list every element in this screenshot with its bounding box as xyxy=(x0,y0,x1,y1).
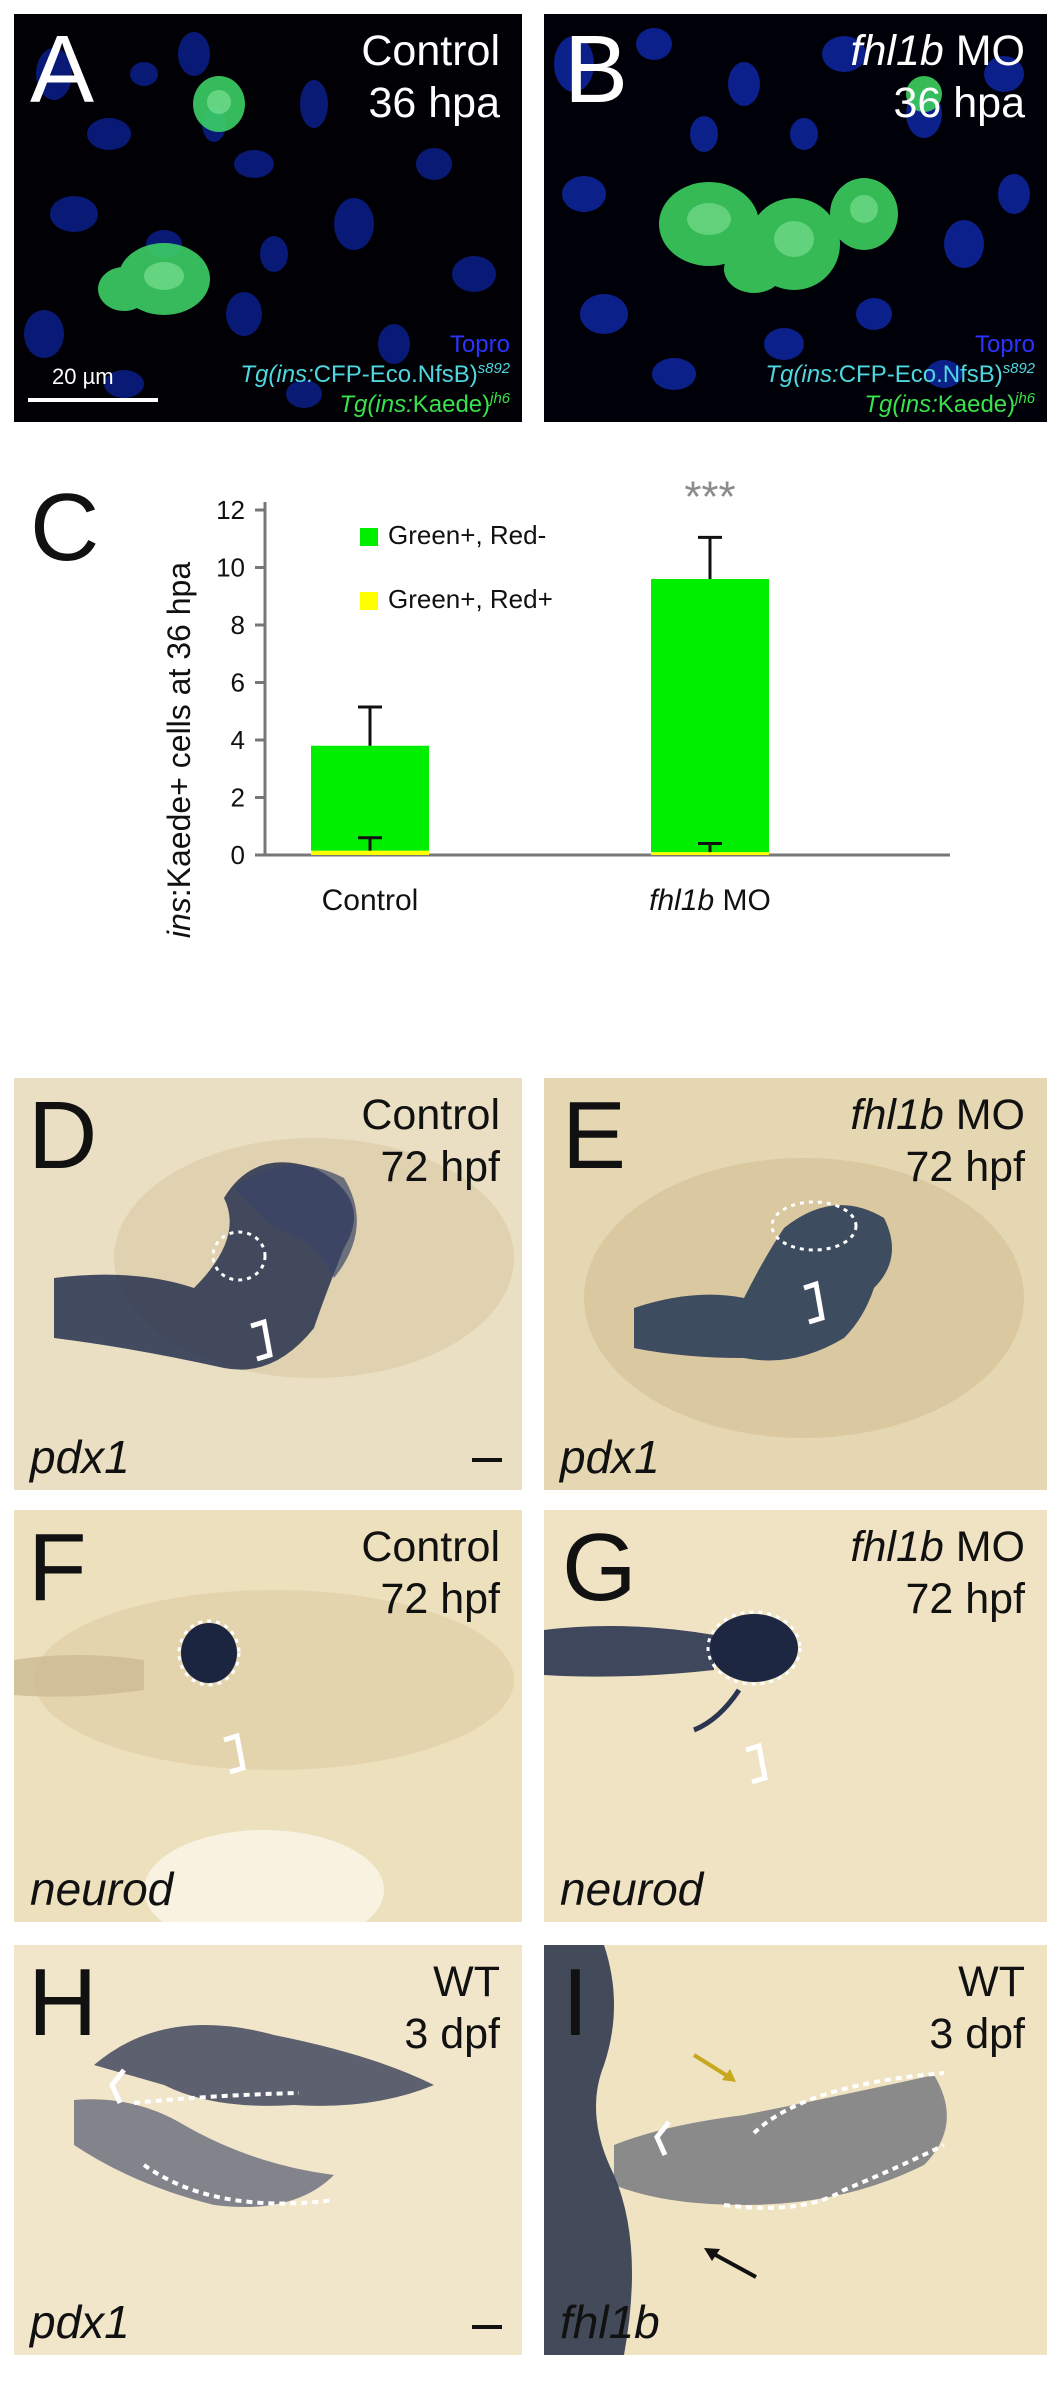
significance-markers: *** xyxy=(684,472,735,521)
panel-a: A Control 36 hpa 20 µm Topro Tg(ins:CFP-… xyxy=(14,14,522,422)
panel-letter: A xyxy=(30,16,95,123)
scale-bar xyxy=(472,2325,502,2329)
gene-label: pdx1 xyxy=(560,1431,660,1483)
panel-i: I WT 3 dpf fhl1b xyxy=(544,1945,1047,2355)
stain-legend: Topro Tg(ins:CFP-Eco.NfsB)s892 Tg(ins:Ka… xyxy=(765,331,1035,418)
panel-letter: D xyxy=(28,1082,98,1189)
condition-label: Control 72 hpf xyxy=(361,1523,500,1623)
panel-i-micrograph xyxy=(544,1945,1047,2355)
legend-entry: Green+, Red+ xyxy=(388,584,553,614)
bars xyxy=(311,579,769,855)
panel-letter: E xyxy=(562,1082,627,1189)
y-tick-label: 12 xyxy=(216,495,245,525)
panel-letter: H xyxy=(28,1949,98,2056)
gene-label: pdx1 xyxy=(30,1431,130,1483)
arrow-icon xyxy=(711,2251,757,2279)
y-tick-label: 8 xyxy=(231,610,245,640)
panel-e: E fhl1b MO 72 hpf pdx1 xyxy=(544,1078,1047,1490)
panel-g-micrograph xyxy=(544,1510,1047,1922)
x-tick-label: fhl1b MO xyxy=(649,884,771,917)
bar xyxy=(651,579,769,853)
gene-label: fhl1b xyxy=(560,2296,660,2348)
bar xyxy=(311,745,429,851)
y-tick-label: 4 xyxy=(231,725,245,755)
panel-e-micrograph xyxy=(544,1078,1047,1490)
panel-d-micrograph xyxy=(14,1078,522,1490)
y-tick-label: 2 xyxy=(231,783,245,813)
condition-label: WT 3 dpf xyxy=(929,1958,1025,2058)
y-axis-label: ins:Kaede+ cells at 36 hpa xyxy=(161,562,197,938)
x-tick-label: Control xyxy=(322,884,419,917)
condition-label: WT 3 dpf xyxy=(404,1958,500,2058)
legend: Green+, Red- Green+, Red+ xyxy=(360,520,553,614)
panel-letter: F xyxy=(28,1514,87,1621)
panel-letter: C xyxy=(30,474,99,581)
panel-c-bar-chart: C ins:Kaede+ cells at 36 hpa 0 2 4 6 8 10 12 G… xyxy=(30,472,950,938)
panel-g: G fhl1b MO 72 hpf neurod xyxy=(544,1510,1047,1922)
y-tick-label: 0 xyxy=(231,840,245,870)
panel-a-micrograph xyxy=(14,14,522,422)
scale-bar xyxy=(28,398,158,402)
significance-marker: *** xyxy=(684,472,735,521)
panel-letter: I xyxy=(562,1949,589,2056)
y-tick-label: 6 xyxy=(231,668,245,698)
panel-f-micrograph xyxy=(14,1510,522,1922)
legend-swatch xyxy=(360,592,378,610)
panel-b-micrograph xyxy=(544,14,1047,422)
legend-entry: Green+, Red- xyxy=(388,520,546,550)
bar xyxy=(651,852,769,855)
panel-b: B fhl1b MO 36 hpa Topro Tg(ins:CFP-Eco.N… xyxy=(544,14,1047,422)
condition-label: fhl1b MO 72 hpf xyxy=(850,1523,1025,1623)
scale-bar xyxy=(472,1458,502,1462)
arrow-icon xyxy=(692,2053,731,2079)
x-axis-labels: Control fhl1b MO xyxy=(322,884,771,917)
condition-label: fhl1b MO 36 hpa xyxy=(850,27,1025,127)
gene-label: neurod xyxy=(560,1863,704,1915)
legend-swatch xyxy=(360,528,378,546)
error-bars xyxy=(358,535,722,853)
condition-label: fhl1b MO 72 hpf xyxy=(850,1091,1025,1191)
panel-d: D Control 72 hpf pdx1 xyxy=(14,1078,522,1490)
gene-label: neurod xyxy=(30,1863,174,1915)
gene-label: pdx1 xyxy=(30,2296,130,2348)
panel-letter: B xyxy=(564,16,629,123)
panel-h: H WT 3 dpf pdx1 xyxy=(14,1945,522,2355)
condition-label: Control 36 hpa xyxy=(361,27,500,127)
scale-bar-label: 20 µm xyxy=(52,364,114,389)
bar xyxy=(311,850,429,855)
stain-legend: Topro Tg(ins:CFP-Eco.NfsB)s892 Tg(ins:Ka… xyxy=(240,331,510,418)
panel-h-micrograph xyxy=(14,1945,522,2355)
panel-f: F Control 72 hpf neurod xyxy=(14,1510,522,1922)
y-tick-label: 10 xyxy=(216,553,245,583)
condition-label: Control 72 hpf xyxy=(361,1091,500,1191)
panel-letter: G xyxy=(562,1514,637,1621)
